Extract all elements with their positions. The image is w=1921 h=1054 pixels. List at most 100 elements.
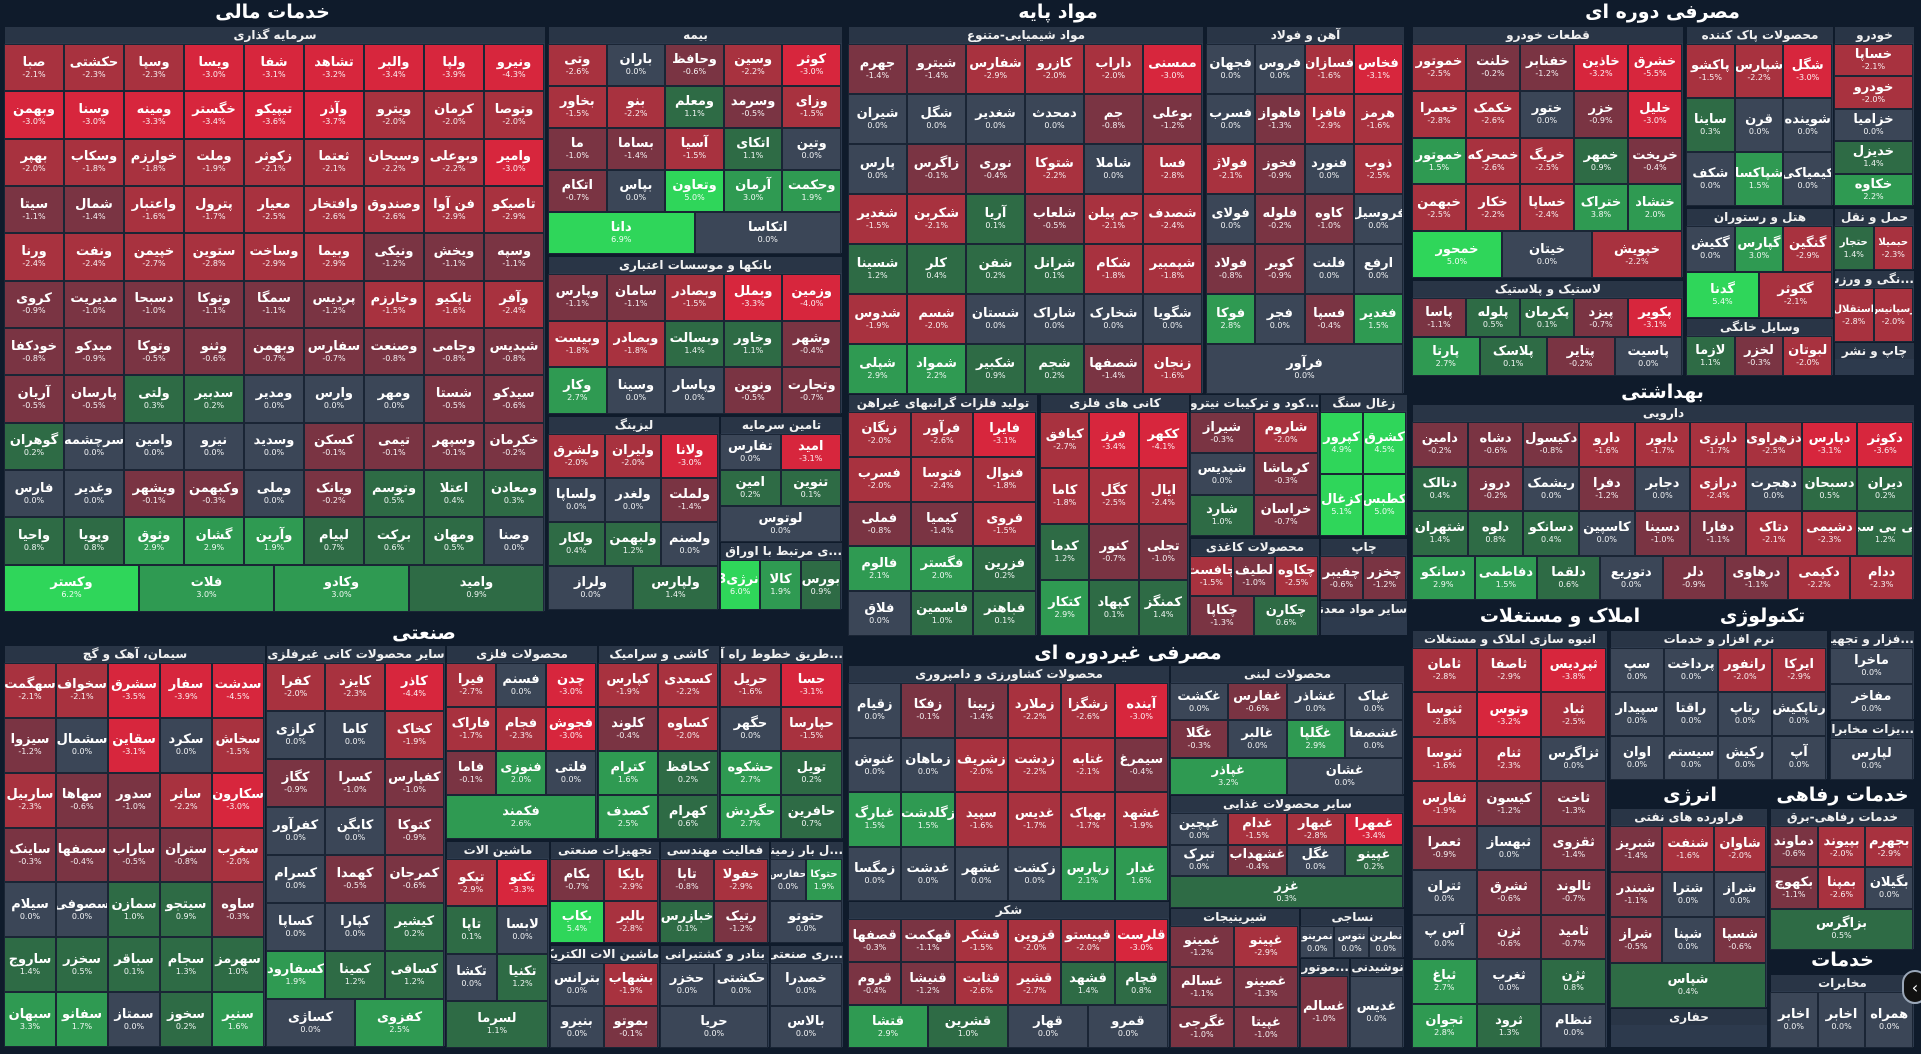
ticker-tile[interactable]: کاسپین 0.0%	[1579, 511, 1635, 556]
ticker-tile[interactable]: کرماشا -0.3%	[1254, 453, 1318, 495]
ticker-tile[interactable]: قرن 0.0%	[1734, 98, 1784, 152]
ticker-tile[interactable]: فسرب -2.0%	[848, 456, 911, 502]
ticker-tile[interactable]: دپارس -3.1%	[1801, 422, 1858, 467]
ticker-tile[interactable]: ثزاگرس 0.0%	[1541, 736, 1606, 782]
ticker-tile[interactable]: سکرد 0.0%	[160, 717, 212, 773]
ticker-tile[interactable]: وسپهر -0.1%	[424, 422, 484, 470]
ticker-tile[interactable]: سهگمت -2.1%	[4, 663, 56, 718]
ticker-tile[interactable]: وامین 0.0%	[124, 422, 184, 470]
ticker-tile[interactable]: ککهر -4.1%	[1138, 412, 1188, 468]
ticker-tile[interactable]: ساینک -0.3%	[4, 827, 56, 883]
ticker-tile[interactable]: حریل -1.6%	[720, 663, 781, 707]
ticker-tile[interactable]: سدبیر 0.2%	[184, 375, 244, 423]
ticker-tile[interactable]: سجام 1.3%	[160, 937, 212, 993]
ticker-tile[interactable]: شخارک 0.0%	[1084, 294, 1143, 344]
ticker-tile[interactable]: ثقزوی -1.4%	[1541, 825, 1606, 871]
ticker-tile[interactable]: وصنا 0.0%	[484, 517, 544, 565]
ticker-tile[interactable]: شراز 0.0%	[1714, 871, 1766, 917]
ticker-tile[interactable]: اتکام -0.7%	[548, 170, 607, 212]
ticker-tile[interactable]: ختراک 3.8%	[1574, 184, 1628, 232]
ticker-tile[interactable]: شپمبیر -1.8%	[1143, 244, 1202, 294]
ticker-tile[interactable]: ریشمک 0.0%	[1523, 466, 1579, 511]
ticker-tile[interactable]: درازی -2.4%	[1690, 466, 1746, 511]
ticker-tile[interactable]: حگهر 0.0%	[720, 707, 781, 751]
ticker-tile[interactable]: فجام -2.3%	[496, 707, 546, 751]
ticker-tile[interactable]: لابسا 0.0%	[497, 906, 548, 954]
ticker-tile[interactable]: لسرما 1.1%	[446, 1000, 548, 1048]
ticker-tile[interactable]: کلوند -0.4%	[598, 707, 658, 751]
ticker-tile[interactable]: قصفها -0.3%	[848, 919, 902, 962]
ticker-tile[interactable]: پردیس -1.2%	[304, 280, 364, 328]
ticker-tile[interactable]: ومینه -3.3%	[124, 91, 184, 139]
ticker-tile[interactable]: وبصادر -1.5%	[665, 274, 724, 321]
ticker-tile[interactable]: ثامید -0.7%	[1541, 914, 1606, 960]
ticker-tile[interactable]: کفزوی 2.5%	[355, 999, 444, 1047]
ticker-tile[interactable]: دارو -1.6%	[1579, 422, 1635, 467]
ticker-tile[interactable]: شفارس -2.9%	[966, 44, 1025, 94]
ticker-tile[interactable]: غبهار -2.8%	[1286, 813, 1345, 845]
ticker-tile[interactable]: فروی -1.5%	[973, 501, 1036, 547]
ticker-tile[interactable]: ولغدر 0.0%	[604, 478, 662, 522]
ticker-tile[interactable]: قهار 0.0%	[1008, 1005, 1088, 1048]
ticker-tile[interactable]: وسینا 0.0%	[606, 367, 666, 414]
ticker-tile[interactable]: آرمان 3.0%	[723, 170, 783, 212]
ticker-tile[interactable]: سهرمز 1.0%	[212, 937, 264, 993]
ticker-tile[interactable]: دلوه 0.8%	[1467, 511, 1524, 556]
ticker-tile[interactable]: شپلی 2.9%	[848, 344, 907, 394]
ticker-tile[interactable]: فسنم 0.0%	[496, 663, 546, 707]
ticker-tile[interactable]: قمرو 0.0%	[1088, 1005, 1168, 1048]
ticker-tile[interactable]: رانفور -2.0%	[1718, 648, 1772, 692]
ticker-tile[interactable]: شاراک 0.0%	[1025, 294, 1084, 344]
ticker-tile[interactable]: واحیا 0.8%	[4, 517, 64, 565]
ticker-tile[interactable]: غگلپا 2.9%	[1286, 720, 1345, 758]
ticker-tile[interactable]: تشاهد -3.2%	[304, 44, 364, 92]
ticker-tile[interactable]: دمحدث 0.0%	[1025, 94, 1084, 144]
ticker-tile[interactable]: ثنظام 0.0%	[1541, 1003, 1606, 1048]
ticker-tile[interactable]: وشهر -0.4%	[782, 320, 841, 368]
ticker-tile[interactable]: وسنا -3.0%	[64, 91, 124, 139]
ticker-tile[interactable]: غپیتا -1.0%	[1234, 1007, 1298, 1048]
ticker-tile[interactable]: رتیک -1.2%	[714, 901, 768, 943]
ticker-tile[interactable]: غپینو 0.2%	[1344, 844, 1403, 877]
ticker-tile[interactable]: کابگن 0.0%	[325, 807, 385, 855]
ticker-tile[interactable]: ویشهر -0.1%	[124, 470, 184, 518]
ticker-tile[interactable]: غشهر 0.0%	[954, 846, 1008, 901]
ticker-tile[interactable]: خودکفا -0.8%	[4, 328, 64, 376]
ticker-tile[interactable]: خپویش -2.2%	[1592, 231, 1682, 278]
ticker-tile[interactable]: غپاذر 3.2%	[1170, 757, 1287, 795]
ticker-tile[interactable]: خموتور -2.5%	[1412, 44, 1466, 91]
ticker-tile[interactable]: پکرمان 0.1%	[1520, 298, 1574, 337]
ticker-tile[interactable]: وجامی -0.8%	[424, 328, 484, 376]
ticker-tile[interactable]: غسالم -1.1%	[1170, 966, 1234, 1008]
ticker-tile[interactable]: خاذین -3.2%	[1574, 44, 1628, 91]
ticker-tile[interactable]: وتوس -3.2%	[1476, 692, 1542, 737]
ticker-tile[interactable]: خپیمن -2.7%	[124, 233, 184, 281]
ticker-tile[interactable]: ولملت -1.4%	[661, 478, 718, 522]
ticker-tile[interactable]: ولتی 0.3%	[124, 375, 184, 423]
ticker-tile[interactable]: ثنام -2.3%	[1476, 736, 1542, 782]
ticker-tile[interactable]: ولشرق -2.0%	[548, 434, 605, 478]
ticker-tile[interactable]: تابا -0.8%	[660, 859, 714, 901]
ticker-tile[interactable]: ما -1.0%	[548, 128, 607, 170]
ticker-tile[interactable]: بایکا -2.9%	[604, 859, 658, 901]
ticker-tile[interactable]: شسینا 1.2%	[848, 244, 907, 294]
ticker-tile[interactable]: غسالم -1.0%	[1300, 976, 1348, 1048]
ticker-tile[interactable]: ثعمرا -0.9%	[1412, 825, 1477, 871]
ticker-tile[interactable]: حشکوه 2.7%	[720, 751, 781, 795]
ticker-tile[interactable]: کوثر -3.0%	[782, 44, 841, 86]
ticker-tile[interactable]: فالوم 2.1%	[848, 546, 911, 592]
ticker-tile[interactable]: کساپا 0.0%	[266, 903, 326, 951]
ticker-tile[interactable]: زپارس 2.1%	[1061, 846, 1115, 901]
ticker-tile[interactable]: سصفها -0.4%	[56, 827, 108, 883]
ticker-tile[interactable]: فارس 0.0%	[4, 470, 64, 518]
ticker-tile[interactable]: وسبحان -2.2%	[364, 138, 424, 186]
ticker-tile[interactable]: غدار 1.6%	[1114, 846, 1168, 901]
ticker-tile[interactable]: فسا -2.8%	[1143, 144, 1202, 194]
ticker-tile[interactable]: وافتخار -2.6%	[304, 186, 364, 234]
ticker-tile[interactable]: قروم -0.4%	[848, 962, 902, 1005]
ticker-tile[interactable]: سپیدار 0.0%	[1610, 692, 1664, 736]
ticker-tile[interactable]: ثنوسا -2.8%	[1412, 692, 1477, 737]
ticker-tile[interactable]: آسیا -1.5%	[665, 128, 724, 170]
ticker-tile[interactable]: ثشرق -0.6%	[1476, 870, 1542, 915]
ticker-tile[interactable]: فنوال -1.8%	[973, 456, 1036, 502]
